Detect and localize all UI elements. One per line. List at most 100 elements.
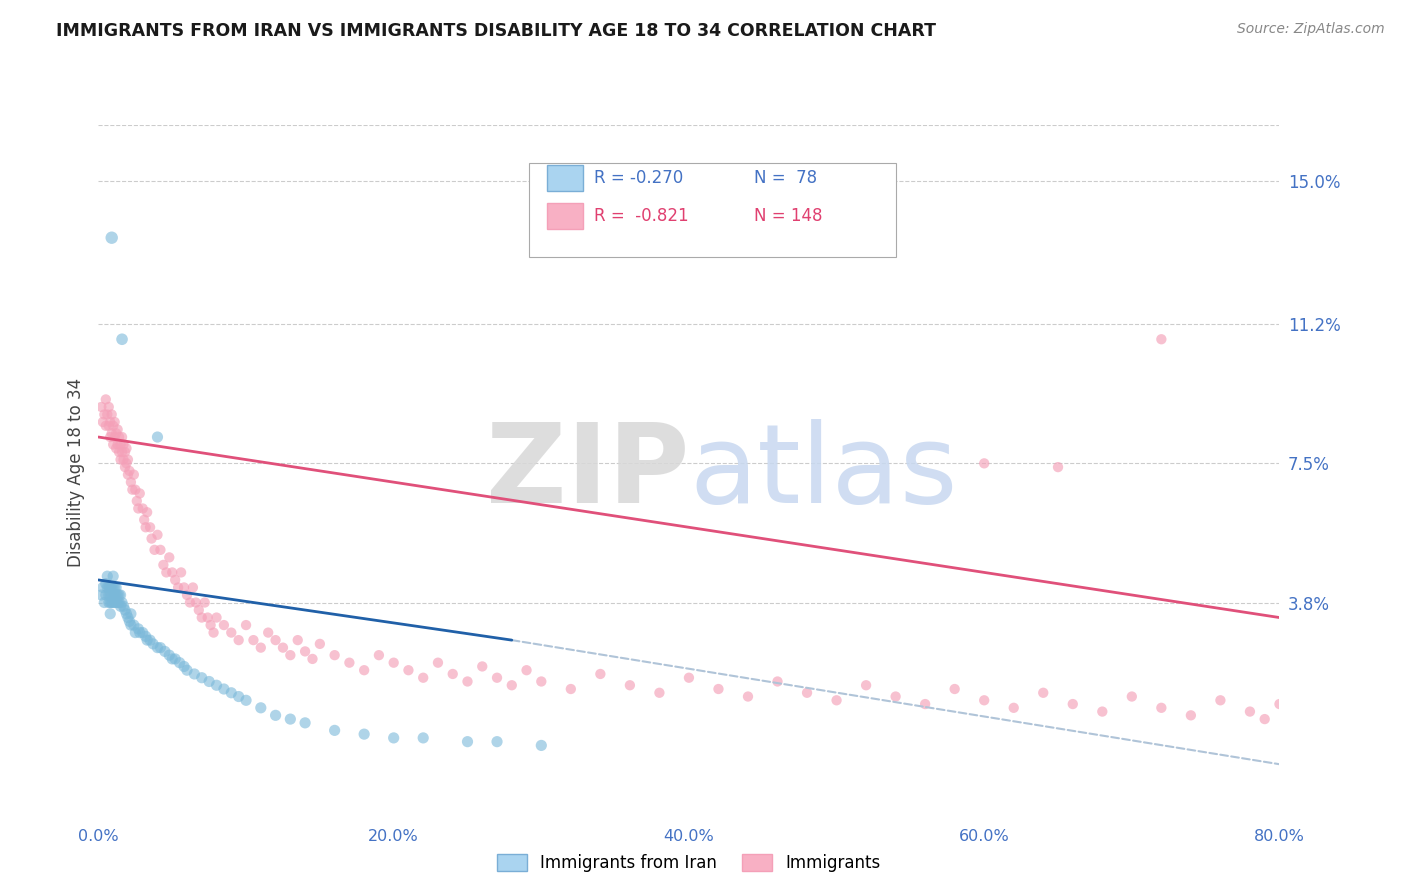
Point <box>973 693 995 707</box>
Point <box>250 640 273 655</box>
Point <box>943 681 966 696</box>
Point <box>124 625 146 640</box>
Point <box>219 625 242 640</box>
Point <box>235 618 257 632</box>
Point <box>146 430 169 444</box>
Point <box>412 731 434 745</box>
Point <box>486 734 509 748</box>
Point <box>170 566 193 580</box>
Point <box>560 681 582 696</box>
Point <box>181 581 204 595</box>
Point <box>98 581 121 595</box>
Point <box>884 690 907 704</box>
Text: N = 148: N = 148 <box>754 207 823 225</box>
Point <box>120 607 142 621</box>
Point <box>118 615 141 629</box>
Point <box>110 452 132 467</box>
Point <box>1062 697 1084 711</box>
Point <box>98 607 121 621</box>
Point <box>501 678 523 692</box>
Point <box>1121 690 1143 704</box>
Point <box>128 486 150 500</box>
Point <box>1046 460 1069 475</box>
Point <box>104 415 127 429</box>
Point <box>96 408 118 422</box>
Text: R = -0.270: R = -0.270 <box>595 169 683 186</box>
Point <box>100 426 122 441</box>
Point <box>825 693 848 707</box>
Point <box>96 569 118 583</box>
Point <box>112 452 135 467</box>
Point <box>114 445 136 459</box>
Y-axis label: Disability Age 18 to 34: Disability Age 18 to 34 <box>67 378 86 567</box>
Point <box>111 445 134 459</box>
Point <box>94 418 117 433</box>
Point <box>103 437 125 451</box>
Point <box>486 671 509 685</box>
Point <box>149 640 172 655</box>
Point <box>135 520 157 534</box>
Point <box>157 550 180 565</box>
Point <box>100 408 122 422</box>
Point <box>108 430 131 444</box>
Point <box>278 712 302 726</box>
Point <box>855 678 877 692</box>
Point <box>125 494 148 508</box>
Point <box>309 637 332 651</box>
Point <box>1150 701 1173 715</box>
Point <box>198 674 221 689</box>
Point <box>103 581 125 595</box>
Point <box>339 656 360 670</box>
Point <box>97 400 120 414</box>
Point <box>707 681 730 696</box>
Text: ZIP: ZIP <box>485 419 689 526</box>
Point <box>104 581 127 595</box>
Point <box>115 607 138 621</box>
Point <box>121 483 143 497</box>
Point <box>187 603 209 617</box>
Point <box>155 566 177 580</box>
Point <box>93 408 115 422</box>
Legend: Immigrants from Iran, Immigrants: Immigrants from Iran, Immigrants <box>491 847 887 879</box>
Point <box>94 576 117 591</box>
Point <box>141 532 163 546</box>
Point <box>530 674 553 689</box>
Point <box>136 633 159 648</box>
Point <box>112 599 135 614</box>
Point <box>1032 686 1054 700</box>
Point <box>108 445 131 459</box>
Point <box>1091 705 1114 719</box>
Point <box>165 652 187 666</box>
Point <box>111 595 134 609</box>
Point <box>105 426 128 441</box>
Point <box>323 723 346 738</box>
Point <box>142 637 165 651</box>
Point <box>212 618 235 632</box>
Point <box>100 230 122 244</box>
Point <box>191 610 214 624</box>
Point <box>766 674 789 689</box>
Text: atlas: atlas <box>689 419 957 526</box>
Point <box>108 588 131 602</box>
Point <box>205 610 228 624</box>
Point <box>135 629 157 643</box>
Point <box>456 734 478 748</box>
Point <box>111 430 134 444</box>
Point <box>323 648 346 662</box>
Point <box>257 625 280 640</box>
Point <box>91 581 114 595</box>
Point <box>202 625 225 640</box>
Point <box>173 581 195 595</box>
Point <box>301 652 323 666</box>
Point <box>184 595 207 609</box>
Point <box>176 663 198 677</box>
Point <box>134 513 156 527</box>
Point <box>157 648 180 662</box>
Point <box>278 648 302 662</box>
Point <box>167 581 190 595</box>
Point <box>103 418 125 433</box>
Point <box>96 581 118 595</box>
Point <box>114 603 136 617</box>
Point <box>103 588 125 602</box>
Point <box>396 663 419 677</box>
